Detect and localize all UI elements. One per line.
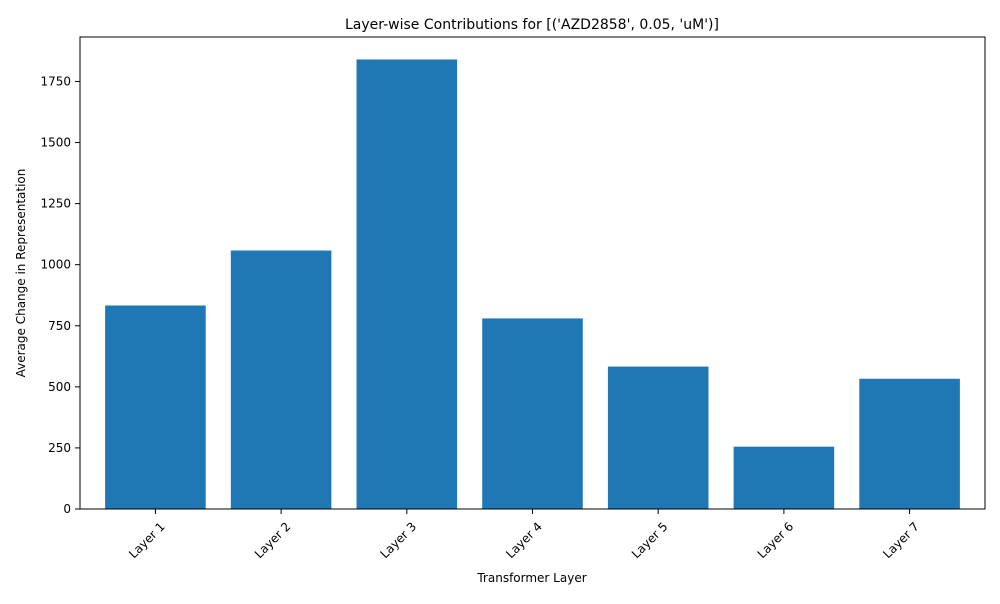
x-tick-label: Layer 7 [880,519,922,561]
y-tick-label: 0 [63,502,71,516]
chart-title: Layer-wise Contributions for [('AZD2858'… [345,17,719,33]
y-axis: 0 250 500 750 1000 1250 1500 1750 [40,74,80,516]
y-axis-label: Average Change in Representation [14,169,28,378]
x-axis-label: Transformer Layer [476,571,586,585]
bar-layer-2 [230,250,332,509]
bar-layer-5 [607,366,709,509]
bar-layer-3 [356,59,458,509]
y-tick-label: 750 [48,319,71,333]
plot-frame [79,36,986,510]
x-tick-label: Layer 5 [629,519,671,561]
y-tick-label: 500 [48,380,71,394]
y-tick-label: 1500 [40,136,71,150]
y-tick-label: 1750 [40,74,71,88]
x-tick-label: Layer 3 [377,519,419,561]
x-tick-label: Layer 4 [503,519,545,561]
y-tick-label: 250 [48,441,71,455]
y-tick-label: 1250 [40,197,71,211]
x-axis: Layer 1 Layer 2 Layer 3 Layer 4 Layer 5 Layer… [126,509,922,561]
bar-layer-6 [733,446,835,509]
y-tick-label: 1000 [40,258,71,272]
x-tick-label: Layer 2 [252,519,294,561]
bars-group [105,59,960,509]
x-tick-label: Layer 1 [126,519,168,561]
bar-layer-4 [482,318,583,509]
bar-layer-7 [859,378,960,509]
bar-layer-1 [105,305,206,509]
x-tick-label: Layer 6 [755,519,797,561]
